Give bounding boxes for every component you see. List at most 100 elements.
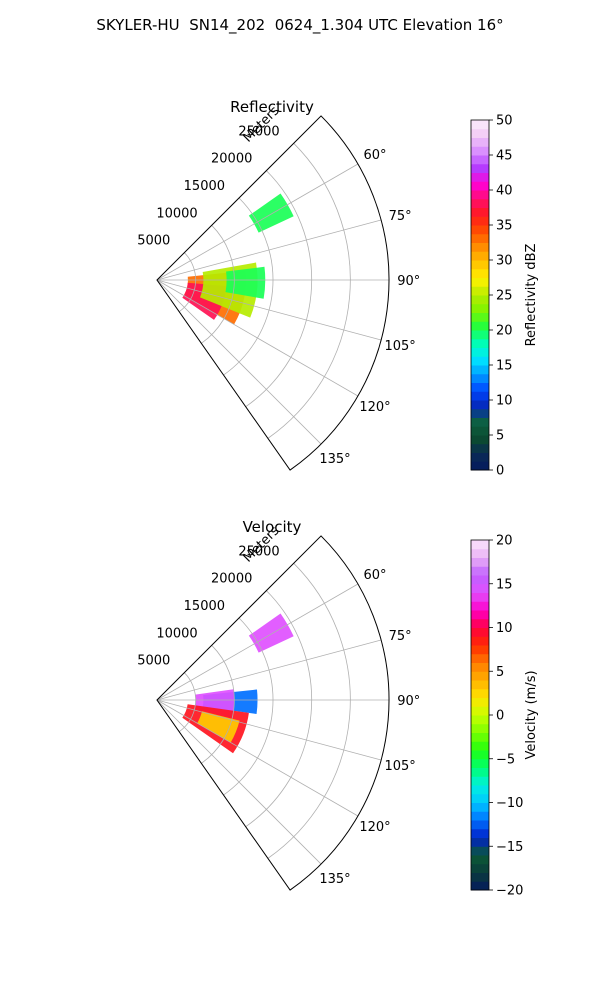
colorbar-segment [471,312,489,322]
colorbar-segment [471,758,489,768]
colorbar-segment [471,137,489,147]
colorbar-segment [471,575,489,585]
colorbar-segment [471,233,489,243]
colorbar-segment [471,198,489,208]
azimuth-gridline [156,279,382,341]
range-ring [245,170,313,408]
colorbar-segment [471,321,489,331]
range-ring [201,645,235,764]
colorbar-segment [471,566,489,576]
colorbar-segment [471,802,489,812]
azimuth-tick-label: 90° [397,694,420,709]
echo-region [248,193,294,233]
reflectivity-panel: Reflectivity60°75°90°105°120°135°5000100… [137,98,539,479]
azimuth-gridline [156,279,322,445]
range-ring [178,672,197,733]
azimuth-gridline [156,583,359,701]
colorbar-segment [471,601,489,611]
azimuth-tick-label: 120° [359,820,390,835]
colorbar-segment [471,837,489,847]
colorbar-segment [471,592,489,602]
colorbar-tick-label: 45 [496,149,513,164]
range-ring [245,590,313,828]
colorbar-segment [471,811,489,821]
colorbar-segment [471,225,489,235]
colorbar-tick-label: 40 [496,184,513,199]
azimuth-gridline [156,699,322,865]
colorbar-tick-label: 15 [496,577,513,592]
colorbar-segment [471,828,489,838]
colorbar-segment [471,618,489,628]
azimuth-gridline [156,279,359,397]
panel-title: Velocity [243,518,302,536]
colorbar-segment [471,715,489,725]
range-tick-label: 20000 [211,572,252,587]
range-ring [223,197,274,376]
range-tick-label: 15000 [184,179,225,194]
azimuth-tick-label: 135° [319,452,350,467]
colorbar-tick-label: 0 [496,709,504,724]
colorbar-segment [471,653,489,663]
panel-title: Reflectivity [230,98,314,116]
colorbar-segment [471,408,489,418]
colorbar-segment [471,767,489,777]
colorbar-tick-label: 20 [496,534,513,549]
colorbar-segment [471,356,489,366]
colorbar-segment [471,863,489,873]
colorbar-segment [471,557,489,567]
range-ring [178,252,197,313]
colorbar-segment [471,785,489,795]
azimuth-tick-label: 105° [384,759,415,774]
azimuth-tick-label: 60° [363,148,386,163]
colorbar-segment [471,846,489,856]
colorbar-segment [471,680,489,690]
colorbar-segment [471,207,489,217]
range-tick-label: 25000 [238,544,279,559]
azimuth-gridline [156,219,382,281]
range-tick-label: 25000 [238,124,279,139]
figure-title: SKYLER-HU SN14_202 0624_1.304 UTC Elevat… [96,16,504,34]
colorbar-tick-label: 10 [496,394,513,409]
colorbar-segment [471,452,489,462]
velocity-panel: Velocity 60° 75° 90° 105° 120° 135° 5000 10000 15… [137,518,539,899]
colorbar-segment [471,443,489,453]
colorbar-segment [471,793,489,803]
colorbar-segment [471,163,489,173]
azimuth-gridline [156,639,382,701]
echo-region [248,613,294,653]
colorbar-segment [471,155,489,165]
colorbar-segment [471,347,489,357]
colorbar-segment [471,181,489,191]
range-ring [267,143,351,439]
colorbar-segment [471,286,489,296]
azimuth-tick-label: 105° [384,339,415,354]
colorbar-segment [471,216,489,226]
range-ring [223,617,274,796]
colorbar-segment [471,706,489,716]
colorbar-tick-label: 20 [496,324,513,339]
range-tick-label: 15000 [184,599,225,614]
colorbar-tick-label: −5 [496,752,515,767]
colorbar-segment [471,373,489,383]
colorbar-tick-label: −20 [496,884,523,899]
range-tick-label: 10000 [156,206,197,221]
colorbar-tick-label: −10 [496,796,523,811]
colorbar-segment [471,645,489,655]
colorbar-label: Velocity (m/s) [524,670,539,759]
colorbar-segment [471,540,489,550]
sector-frame [156,535,390,891]
range-tick-label: 20000 [211,152,252,167]
colorbar-segment [471,146,489,156]
colorbar-segment [471,382,489,392]
colorbar-tick-label: 15 [496,359,513,374]
colorbar-segment [471,365,489,375]
colorbar-segment [471,636,489,646]
colorbar-label: Reflectivity dBZ [524,244,539,347]
colorbar-segment [471,330,489,340]
azimuth-tick-label: 120° [359,400,390,415]
range-tick-label: 5000 [137,654,170,669]
colorbar-segment [471,400,489,410]
range-tick-label: 10000 [156,626,197,641]
colorbar-segment [471,295,489,305]
colorbar-segment [471,610,489,620]
